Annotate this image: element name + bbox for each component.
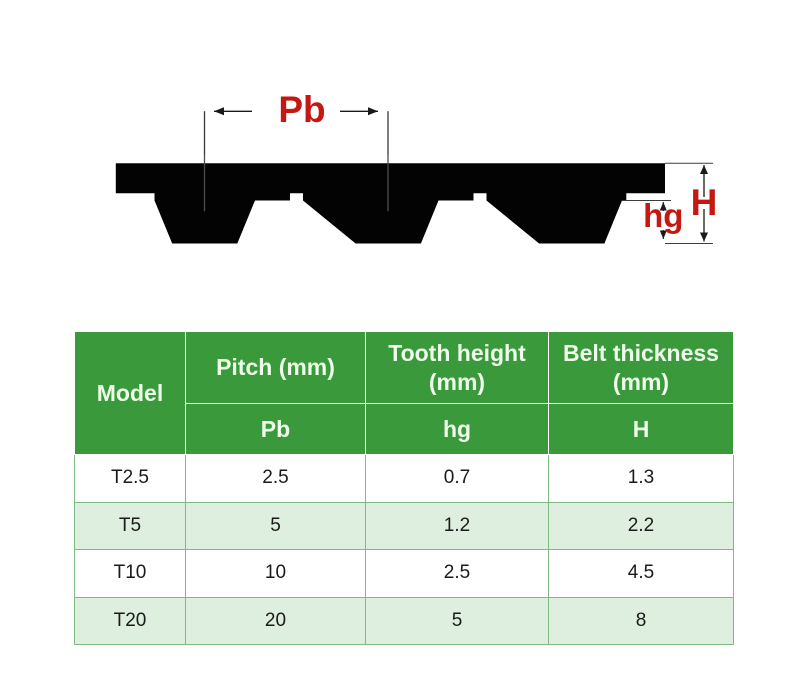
svg-text:H: H — [691, 182, 718, 223]
svg-text:Pb: Pb — [278, 89, 325, 130]
svg-text:hg: hg — [643, 197, 683, 234]
